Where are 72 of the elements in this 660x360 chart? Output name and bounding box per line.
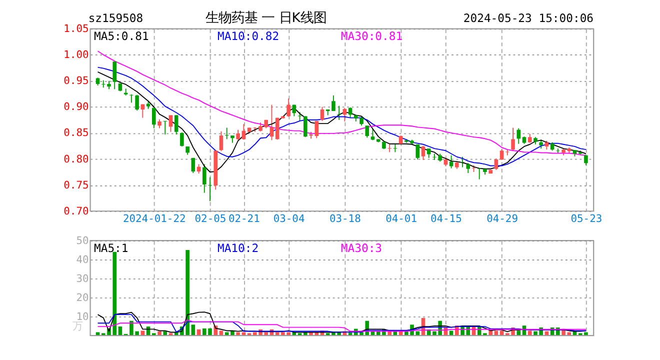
y-tick-label: 0.85 (64, 127, 89, 140)
y-tick-label: 1.00 (64, 49, 89, 62)
x-tick-label: 04-01 (386, 212, 417, 225)
candlestick (202, 164, 206, 194)
line-series (97, 319, 586, 332)
y-tick-label: 0.75 (64, 179, 89, 192)
candlestick (466, 162, 470, 174)
y-tick-label: 40 (76, 254, 89, 266)
candlestick (208, 176, 212, 202)
candlestick (168, 114, 173, 132)
text: 2024-05-23 15:00:06 (463, 11, 594, 26)
candlestick (275, 117, 280, 140)
candlestick (332, 94, 336, 112)
candlestick (135, 94, 139, 111)
candlestick (460, 156, 464, 168)
candlestick (511, 127, 515, 152)
text: MA10:0.82 (217, 29, 280, 44)
candlestick (416, 144, 420, 160)
candlestick (584, 154, 588, 166)
candlestick (191, 157, 196, 174)
candlestick (320, 106, 324, 122)
text: MA5:0.81 (94, 29, 149, 44)
y-tick-label: 0.80 (64, 153, 89, 166)
y-tick-label: 10 (76, 310, 89, 323)
candlestick (174, 114, 178, 135)
text: MA30:3 (340, 240, 382, 255)
x-tick-label: 03-04 (273, 212, 305, 225)
candlestick (219, 130, 224, 152)
chart-title: 生物药基 一 日K线图 (205, 11, 326, 26)
x-tick-label: 2024-01-22 (122, 212, 186, 225)
candlestick (270, 104, 274, 141)
x-tick-label: 03-18 (329, 212, 361, 225)
candlestick (421, 145, 426, 160)
candlestick (494, 158, 498, 170)
bar (528, 330, 532, 336)
candlestick (365, 125, 370, 138)
candlestick (112, 61, 117, 90)
candlestick (477, 168, 482, 180)
candlestick (449, 154, 454, 169)
text: sz159508 (88, 11, 144, 26)
y-tick-label: 0.70 (64, 205, 89, 218)
candlestick (516, 128, 521, 144)
candlestick (180, 132, 184, 147)
candlestick (500, 148, 504, 160)
candlestick (506, 149, 510, 156)
candlestick (286, 98, 290, 118)
candlestick (388, 144, 392, 153)
candlestick (426, 148, 431, 158)
text: MA30:0.81 (340, 29, 403, 44)
y-tick-label: 30 (76, 272, 89, 285)
text: MA10:2 (217, 240, 259, 255)
candlestick (303, 116, 308, 138)
bar (236, 332, 240, 336)
candlestick (130, 94, 134, 104)
x-tick-label: 05-23 (570, 212, 602, 225)
y-tick-label: 1.05 (64, 23, 89, 36)
x-tick-label: 04-29 (486, 212, 518, 225)
y-tick-label: 0.95 (64, 75, 89, 88)
candlestick (152, 107, 156, 129)
y-tick-label: 0.90 (64, 101, 89, 114)
x-tick-label: 04-15 (430, 212, 462, 225)
y-tick-label: 50 (76, 234, 89, 247)
x-tick-label: 02-21 (228, 212, 260, 225)
text: MA5:1 (94, 240, 128, 255)
bar (191, 324, 196, 336)
candlestick (163, 120, 168, 135)
x-tick-label: 02-05 (194, 212, 226, 225)
bar (488, 330, 492, 336)
y-tick-label: 20 (76, 292, 89, 304)
candlestick (337, 105, 341, 120)
candlestick (236, 129, 240, 140)
bar (516, 330, 521, 336)
